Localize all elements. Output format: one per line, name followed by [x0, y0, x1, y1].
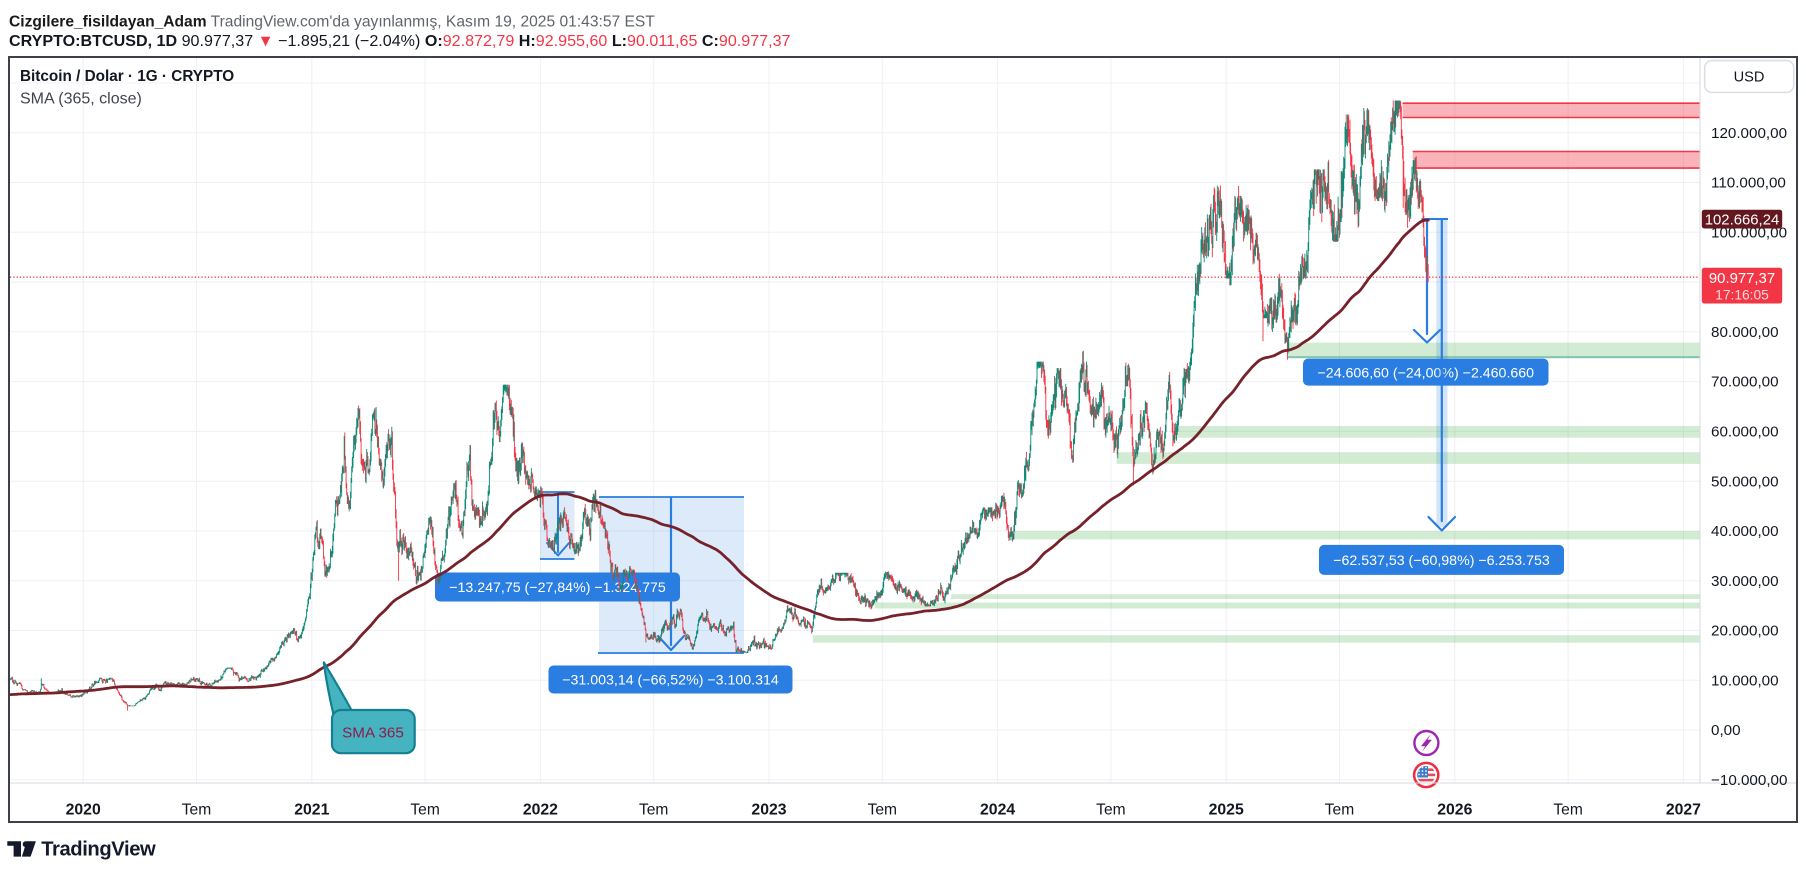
svg-text:70.000,00: 70.000,00	[1711, 374, 1779, 391]
svg-text:Tem: Tem	[1553, 802, 1582, 819]
svg-text:−10.000,00: −10.000,00	[1711, 772, 1787, 789]
svg-text:Bitcoin / Dolar · 1G · CRYPTO: Bitcoin / Dolar · 1G · CRYPTO	[20, 68, 234, 85]
svg-text:Tem: Tem	[639, 802, 668, 819]
svg-text:2025: 2025	[1209, 802, 1244, 819]
svg-text:Tem: Tem	[410, 802, 439, 819]
svg-text:−62.537,53 (−60,98%) −6.253.75: −62.537,53 (−60,98%) −6.253.753	[1333, 553, 1550, 569]
svg-text:2021: 2021	[294, 802, 329, 819]
svg-text:2022: 2022	[523, 802, 558, 819]
svg-text:TradingView: TradingView	[41, 839, 156, 861]
svg-text:SMA (365, close): SMA (365, close)	[20, 91, 142, 108]
svg-text:50.000,00: 50.000,00	[1711, 473, 1779, 490]
svg-text:−13.247,75 (−27,84%) −1.324.77: −13.247,75 (−27,84%) −1.324.775	[449, 580, 666, 596]
svg-text:110.000,00: 110.000,00	[1711, 175, 1786, 192]
svg-text:Tem: Tem	[868, 802, 897, 819]
svg-text:30.000,00: 30.000,00	[1711, 573, 1779, 590]
svg-text:40.000,00: 40.000,00	[1711, 523, 1779, 540]
svg-text:17:16:05: 17:16:05	[1715, 288, 1769, 303]
svg-text:0,00: 0,00	[1711, 722, 1741, 739]
svg-text:102.666,24: 102.666,24	[1705, 212, 1780, 228]
svg-text:100.000,00: 100.000,00	[1711, 224, 1787, 241]
svg-text:2023: 2023	[751, 802, 786, 819]
svg-text:2027: 2027	[1666, 802, 1701, 819]
svg-text:60.000,00: 60.000,00	[1711, 424, 1779, 441]
svg-text:90.977,37: 90.977,37	[1709, 271, 1775, 287]
svg-text:−24.606,60 (−24,00%) −2.460.66: −24.606,60 (−24,00%) −2.460.660	[1318, 365, 1535, 381]
svg-text:Cizgilere_fisildayan_Adam Trad: Cizgilere_fisildayan_Adam TradingView.co…	[9, 14, 655, 31]
svg-text:20.000,00: 20.000,00	[1711, 623, 1779, 640]
svg-text:80.000,00: 80.000,00	[1711, 324, 1779, 341]
svg-text:120.000,00: 120.000,00	[1711, 125, 1787, 142]
svg-text:Tem: Tem	[1325, 802, 1354, 819]
svg-text:USD: USD	[1734, 70, 1765, 86]
svg-text:SMA 365: SMA 365	[342, 725, 404, 742]
svg-text:CRYPTO:BTCUSD, 1D 90.977,37 ▼: CRYPTO:BTCUSD, 1D 90.977,37 ▼ −1.895,21 …	[9, 32, 791, 50]
svg-text:10.000,00: 10.000,00	[1711, 672, 1779, 689]
svg-text:Tem: Tem	[1096, 802, 1125, 819]
svg-text:Tem: Tem	[182, 802, 211, 819]
svg-text:−31.003,14 (−66,52%) −3.100.31: −31.003,14 (−66,52%) −3.100.314	[562, 673, 779, 689]
svg-text:2026: 2026	[1437, 802, 1472, 819]
svg-text:2020: 2020	[66, 802, 101, 819]
svg-text:2024: 2024	[980, 802, 1015, 819]
